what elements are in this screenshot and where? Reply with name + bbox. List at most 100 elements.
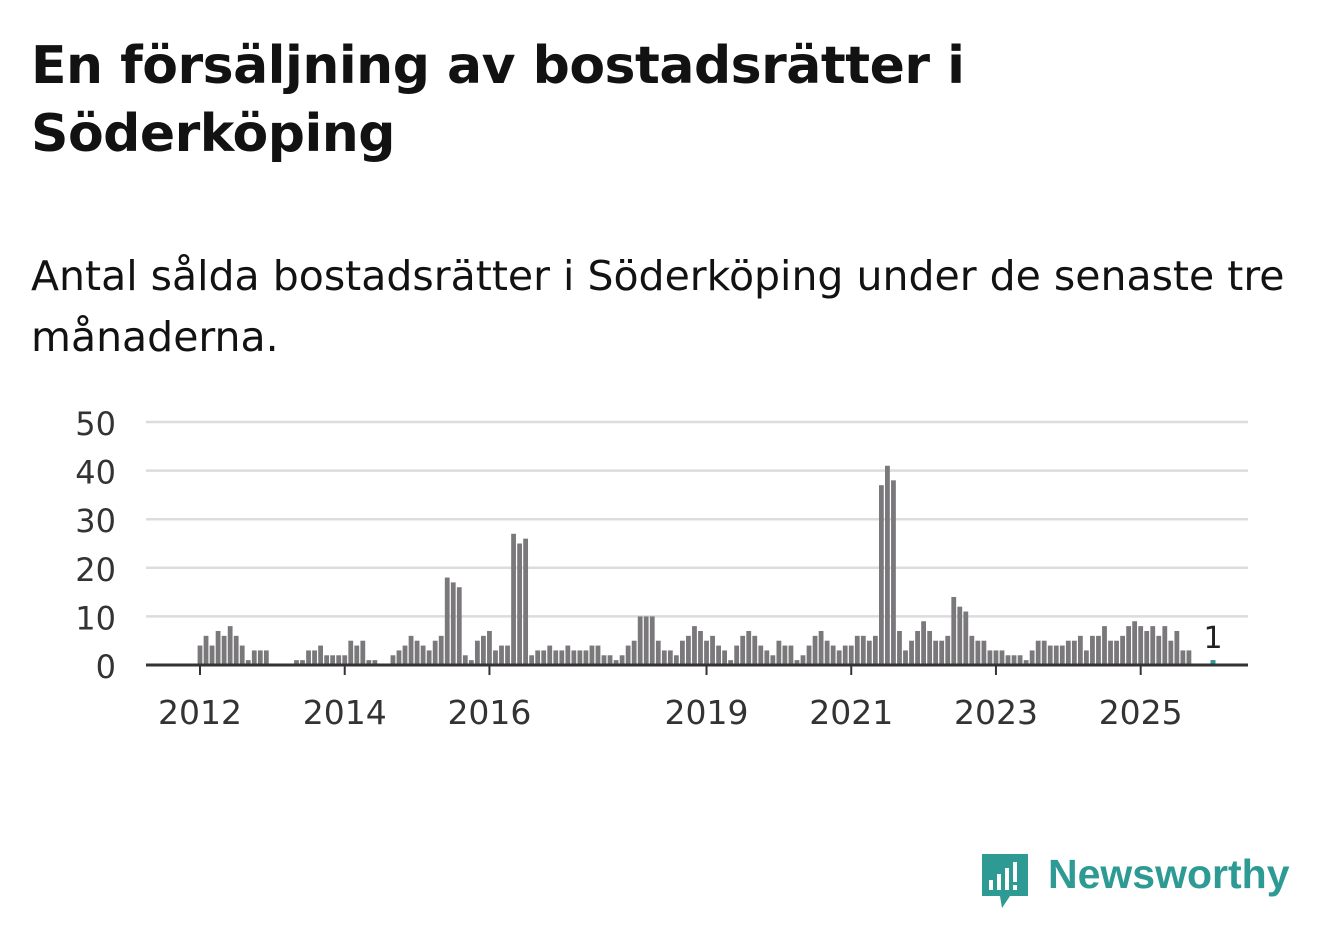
bar (698, 630, 703, 665)
bar (1186, 650, 1192, 665)
bar (1077, 635, 1083, 665)
bar (535, 650, 541, 665)
bar (619, 655, 625, 665)
bar (830, 645, 836, 665)
bar (444, 577, 450, 665)
bar (294, 660, 299, 665)
bar (692, 626, 697, 665)
bar (752, 635, 758, 665)
bar (601, 655, 607, 665)
bar (1065, 640, 1071, 665)
bar (505, 645, 510, 665)
bar (529, 655, 535, 665)
bar (481, 635, 486, 665)
bar (1180, 650, 1186, 665)
bar (221, 635, 227, 665)
bar (758, 645, 764, 665)
bar (740, 635, 746, 665)
bar (800, 655, 806, 665)
bar (487, 630, 492, 665)
bar (239, 645, 245, 665)
bar (553, 650, 559, 665)
bar (607, 655, 613, 665)
bar (402, 645, 408, 665)
bar (836, 650, 842, 665)
bar (354, 645, 360, 665)
bar (251, 650, 257, 665)
y-axis-ticks: 0 10 20 30 40 50 (75, 405, 116, 686)
bar (366, 660, 372, 665)
bar (499, 645, 504, 665)
bar (523, 538, 529, 665)
chart-title: En försäljning av bostadsrätter i Söderk… (31, 36, 965, 164)
bar (716, 645, 721, 665)
bar (927, 630, 933, 665)
bar (776, 640, 782, 665)
bar (342, 655, 348, 665)
bar (1096, 635, 1101, 665)
bar (1126, 626, 1132, 665)
bar (903, 650, 908, 665)
bar (951, 596, 957, 665)
bars (197, 465, 1216, 665)
bar (474, 640, 480, 665)
bar (462, 655, 468, 665)
bar (1084, 650, 1089, 665)
bar (330, 655, 336, 665)
y-tick-label: 10 (75, 599, 116, 637)
bar (348, 640, 354, 665)
x-tick-label: 2021 (809, 693, 893, 732)
bar (860, 635, 866, 665)
bar (848, 645, 854, 665)
bar (788, 645, 794, 665)
bar (595, 645, 601, 665)
bar (686, 635, 691, 665)
bar (1053, 645, 1059, 665)
bar (794, 660, 800, 665)
bar (547, 645, 553, 665)
bar (631, 640, 637, 665)
bar (306, 650, 311, 665)
bar (999, 650, 1005, 665)
bar (493, 650, 498, 665)
bar (1108, 640, 1113, 665)
x-tick-label: 2019 (665, 693, 749, 732)
bar (872, 635, 878, 665)
bar (655, 640, 661, 665)
bar (197, 645, 203, 665)
bar (565, 645, 571, 665)
bar (559, 650, 565, 665)
bar (878, 485, 884, 665)
bar (312, 650, 317, 665)
bar (1168, 640, 1174, 665)
bar (909, 640, 914, 665)
bar (511, 533, 516, 665)
bar (649, 616, 655, 665)
bar (336, 655, 342, 665)
bar (824, 640, 830, 665)
bar (981, 640, 987, 665)
bar (414, 640, 420, 665)
bar (915, 630, 920, 665)
bar (939, 640, 945, 665)
bar (215, 630, 221, 665)
bar (842, 645, 848, 665)
bar (897, 630, 902, 665)
y-tick-label: 20 (75, 551, 116, 589)
newsworthy-logo[interactable]: Newsworthy (980, 848, 1300, 912)
bar (1011, 655, 1017, 665)
newsworthy-logo-icon (982, 854, 1028, 908)
bar (203, 635, 209, 665)
bar (1029, 650, 1035, 665)
bar (764, 650, 770, 665)
bar (933, 640, 939, 665)
bar (1150, 626, 1156, 665)
bar (854, 635, 860, 665)
bar (1120, 635, 1125, 665)
bar (1138, 626, 1144, 665)
x-tick-label: 2014 (303, 693, 387, 732)
bar (571, 650, 577, 665)
bar (1090, 635, 1095, 665)
bar (372, 660, 378, 665)
bar (710, 635, 715, 665)
